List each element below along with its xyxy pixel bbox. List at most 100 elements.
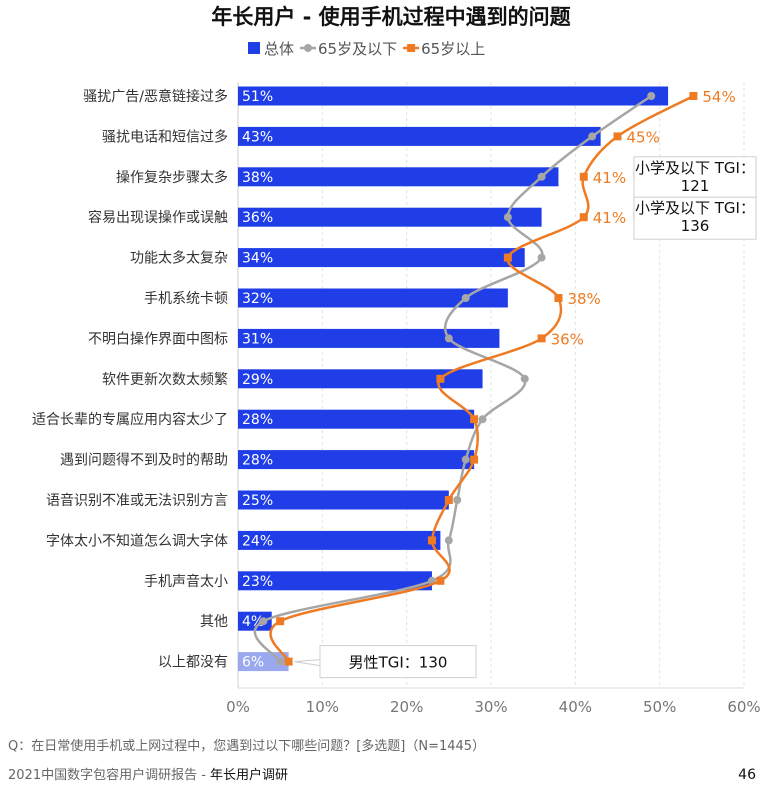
- x-tick-labels: 0%10%20%30%40%50%60%: [226, 698, 761, 716]
- category-label: 其他: [200, 614, 228, 630]
- category-label: 手机系统卡顿: [144, 291, 228, 307]
- line-marker: [504, 254, 512, 262]
- line-marker: [504, 213, 512, 221]
- x-tick-label: 20%: [390, 698, 423, 716]
- legend-marker: [407, 44, 415, 52]
- category-label: 操作复杂步骤太多: [116, 169, 228, 186]
- x-tick-label: 30%: [474, 698, 507, 716]
- callout-text: 男性TGI：130: [349, 654, 448, 672]
- callout-text: 小学及以下 TGI：: [635, 199, 755, 217]
- bar: [238, 410, 474, 429]
- source-prefix: 2021中国数字包容用户调研报告 -: [8, 767, 210, 783]
- category-label: 不明白操作界面中图标: [88, 331, 228, 347]
- x-tick-label: 50%: [643, 698, 676, 716]
- line-marker: [276, 617, 284, 625]
- category-label: 骚扰电话和短信过多: [102, 128, 228, 145]
- bar-value-label: 36%: [242, 210, 273, 226]
- line-marker: [479, 415, 487, 423]
- line-marker: [470, 415, 478, 423]
- category-label: 语音识别不准或无法识别方言: [46, 492, 228, 509]
- callout-pointer: [295, 660, 320, 666]
- line-marker: [462, 456, 470, 464]
- bar-value-label: 6%: [242, 655, 264, 671]
- line-value-label: 38%: [567, 290, 600, 308]
- bar-value-label: 34%: [242, 251, 273, 267]
- bar: [238, 450, 474, 469]
- category-label: 以上都没有: [158, 655, 228, 671]
- line-marker: [445, 496, 453, 504]
- legend-label: 总体: [264, 40, 294, 58]
- bar-value-label: 29%: [242, 372, 273, 388]
- bar-value-label: 28%: [242, 412, 273, 428]
- line-marker: [588, 132, 596, 140]
- line-marker: [647, 92, 655, 100]
- callout-text: 小学及以下 TGI：: [635, 159, 755, 177]
- bar-value-label: 28%: [242, 453, 273, 469]
- line-marker: [453, 496, 461, 504]
- legend-label: 65岁及以下: [318, 40, 397, 58]
- bar-value-label: 23%: [242, 574, 273, 590]
- line-marker: [462, 294, 470, 302]
- line-marker: [436, 577, 444, 585]
- callout-text: 136: [681, 217, 710, 235]
- x-tick-label: 40%: [559, 698, 592, 716]
- line-marker: [521, 375, 529, 383]
- category-label: 功能太多太复杂: [130, 250, 228, 267]
- legend-swatch: [248, 42, 260, 54]
- category-label: 骚扰广告/恶意链接过多: [83, 88, 228, 105]
- page-number: 46: [738, 767, 756, 783]
- chart-title: 年长用户 - 使用手机过程中遇到的问题: [211, 5, 571, 29]
- line-marker: [538, 173, 546, 181]
- line-marker: [470, 456, 478, 464]
- line-marker: [445, 536, 453, 544]
- line-marker: [538, 254, 546, 262]
- category-label: 容易出现误操作或误触: [88, 209, 228, 226]
- source-line: 2021中国数字包容用户调研报告 - 年长用户调研: [8, 767, 288, 783]
- line-marker: [445, 334, 453, 342]
- line-value-label: 45%: [627, 128, 660, 146]
- category-label: 软件更新次数太频繁: [102, 372, 228, 388]
- line-marker: [285, 658, 293, 666]
- bar: [238, 167, 558, 186]
- bar-value-label: 25%: [242, 493, 273, 509]
- bar: [238, 127, 601, 146]
- line-value-label: 36%: [551, 330, 584, 348]
- bar-value-label: 31%: [242, 331, 273, 347]
- x-tick-label: 0%: [226, 698, 250, 716]
- line-marker: [538, 334, 546, 342]
- category-labels: 骚扰广告/恶意链接过多骚扰电话和短信过多操作复杂步骤太多容易出现误操作或误触功能…: [32, 88, 228, 671]
- legend-label: 65岁以上: [421, 40, 485, 58]
- category-label: 手机声音太小: [144, 573, 228, 590]
- legend-marker: [304, 44, 312, 52]
- line-marker: [436, 375, 444, 383]
- line-marker: [259, 617, 267, 625]
- line-marker: [614, 132, 622, 140]
- bar: [238, 369, 483, 388]
- question-note: Q：在日常使用手机或上网过程中，您遇到过以下哪些问题？[多选题]（N=1445）: [8, 738, 485, 754]
- callout-text: 121: [681, 177, 710, 195]
- bar: [238, 248, 525, 267]
- bar-value-label: 32%: [242, 291, 273, 307]
- bar: [238, 87, 668, 106]
- source-bold: 年长用户调研: [210, 767, 288, 783]
- bar: [238, 208, 542, 227]
- x-tick-label: 10%: [306, 698, 339, 716]
- legend: 总体 65岁及以下 65岁以上: [248, 40, 485, 58]
- bar: [238, 329, 499, 348]
- line-marker: [554, 294, 562, 302]
- category-label: 适合长辈的专属应用内容太少了: [32, 411, 228, 428]
- bar-value-label: 24%: [242, 533, 273, 549]
- bar-value-label: 38%: [242, 170, 273, 186]
- bar-value-label: 43%: [242, 129, 273, 145]
- line-marker: [689, 92, 697, 100]
- category-label: 遇到问题得不到及时的帮助: [60, 452, 228, 469]
- bar-value-label: 51%: [242, 89, 273, 105]
- category-label: 字体太小不知道怎么调大字体: [46, 532, 228, 549]
- line-marker: [580, 173, 588, 181]
- line-value-label: 41%: [593, 169, 626, 187]
- line-marker: [428, 536, 436, 544]
- line-value-label: 54%: [702, 88, 735, 106]
- line-value-label: 41%: [593, 209, 626, 227]
- line-marker: [580, 213, 588, 221]
